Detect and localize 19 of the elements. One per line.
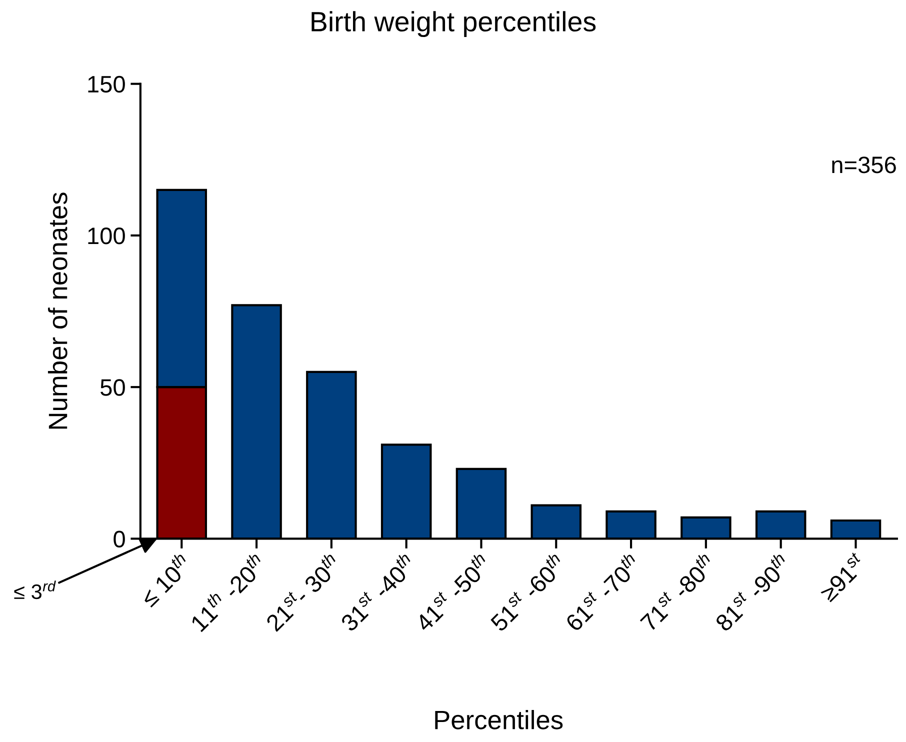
y-axis-title: Number of neonates — [48, 192, 68, 429]
x-tick-label: 81$^{st}$ -90$^{th}$ — [712, 552, 792, 632]
y-tick-label: 150 — [88, 76, 125, 93]
text: ≤ 3$^{rd}$ — [14, 580, 56, 600]
x-tick-label: ≥91$^{st}$ — [816, 552, 868, 602]
x-tick-label: 51$^{st}$ -60$^{th}$ — [490, 552, 561, 632]
y-tick-label: 50 — [100, 379, 125, 396]
x-tick-label: 31$^{st}$ -40$^{th}$ — [340, 552, 412, 632]
x-tick-label: 21$^{st}$- 30$^{th}$ — [265, 552, 336, 632]
x-tick-label: 61$^{st}$ -70$^{th}$ — [564, 552, 636, 632]
x-tick-label: ≤ 10$^{th}$ — [141, 552, 186, 608]
annotation: n=356 — [832, 156, 896, 174]
chart-title: Birth weight percentiles — [312, 11, 596, 38]
y-tick-label: 0 — [114, 530, 125, 548]
x-tick-label: 71$^{st}$ -80$^{th}$ — [640, 552, 711, 632]
x-axis-title: Percentiles — [435, 710, 563, 730]
x-tick-label: 41$^{st}$ -50$^{th}$ — [414, 552, 486, 632]
x-tick-label: 11$^{th}$ -20$^{th}$ — [190, 552, 262, 632]
y-tick-label: 100 — [88, 228, 125, 244]
